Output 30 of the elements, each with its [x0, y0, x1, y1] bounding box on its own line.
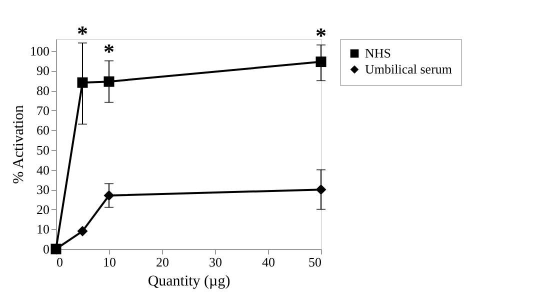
- x-tick-label: 50: [308, 254, 322, 270]
- y-tick-label: 40: [36, 162, 50, 178]
- point: [104, 76, 114, 87]
- y-tick-label: 60: [36, 122, 50, 138]
- point: [104, 190, 114, 201]
- y-tick-label: 50: [36, 142, 50, 158]
- point: [316, 56, 326, 68]
- point: [77, 77, 88, 88]
- y-tick-label: 30: [36, 182, 50, 198]
- y-axis-title: % Activation: [11, 104, 27, 184]
- legend-label: NHS: [365, 46, 392, 60]
- x-tick-label: 30: [209, 254, 222, 270]
- y-tick-label: 20: [36, 202, 50, 217]
- x-axis-title: Quantity (µg): [148, 274, 230, 290]
- y-tick-label: 80: [36, 83, 50, 98]
- x-tick-label: 20: [156, 254, 169, 270]
- x-tick-label: 10: [103, 254, 116, 270]
- x-tick-label: 0: [56, 254, 63, 270]
- annotation: *: [316, 22, 326, 48]
- y-tick-label: 70: [36, 102, 50, 118]
- y-tick-label: 100: [30, 43, 50, 58]
- y-tick-label: 0: [43, 242, 50, 256]
- annotation: *: [104, 38, 114, 64]
- point: [77, 226, 88, 236]
- point: [316, 184, 326, 195]
- y-tick-label: 10: [36, 222, 50, 237]
- annotation: *: [77, 20, 88, 46]
- y-tick-label: 90: [36, 63, 50, 78]
- legend-label: Umbilical serum: [365, 62, 452, 76]
- x-tick-label: 40: [262, 254, 275, 270]
